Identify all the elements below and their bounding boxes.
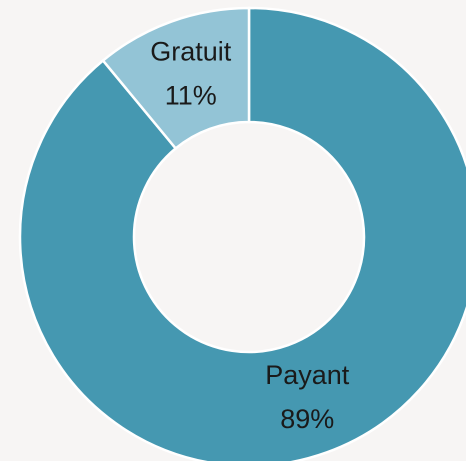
donut-slice	[101, 6, 251, 151]
slice-label: Payant	[265, 360, 350, 390]
donut-slice	[18, 6, 466, 461]
slice-value-label: 11%	[165, 80, 217, 110]
slice-value-label: 89%	[280, 404, 334, 434]
slice-label: Gratuit	[150, 36, 232, 66]
